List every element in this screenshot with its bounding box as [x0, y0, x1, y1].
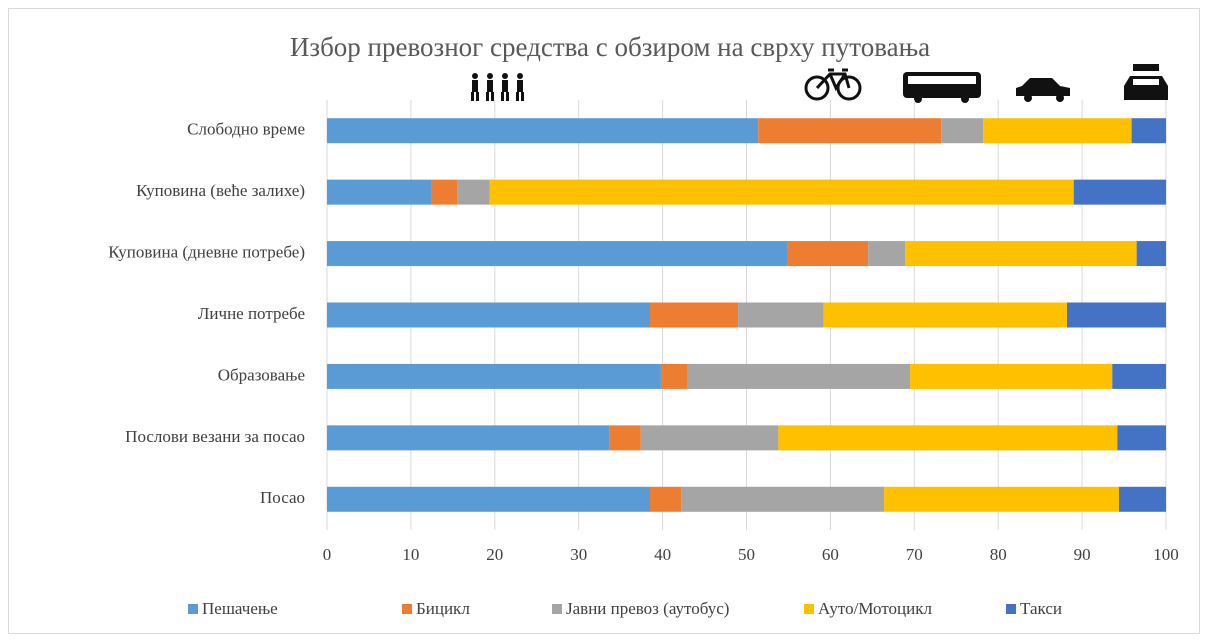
legend-label: Јавни превоз (аутобус): [566, 599, 729, 618]
bar-segment: [868, 241, 906, 267]
x-tick-label: 100: [1153, 545, 1179, 564]
y-tick-label: Куповина (дневне потребе): [108, 242, 305, 261]
bar-segment: [650, 302, 739, 328]
legend-swatch: [804, 604, 814, 614]
bar-segment: [327, 363, 661, 389]
bar-segment: [431, 179, 458, 205]
legend-swatch: [552, 604, 562, 614]
bar-segment: [823, 302, 1067, 328]
x-tick-label: 20: [486, 545, 503, 564]
bar-segment: [787, 241, 869, 267]
bar-segment: [1112, 363, 1166, 389]
bar-segment: [1066, 302, 1166, 328]
bar-segment: [457, 179, 490, 205]
bar-segment: [660, 363, 688, 389]
x-tick-label: 60: [822, 545, 839, 564]
bus-icon: [903, 72, 981, 103]
bar-segment: [910, 363, 1113, 389]
y-tick-label: Послови везани за посао: [125, 427, 305, 446]
bar-segment: [650, 486, 682, 512]
bar-segment: [609, 425, 641, 451]
bar-segment: [640, 425, 779, 451]
bar-segment: [983, 118, 1132, 144]
y-tick-label: Личне потребе: [198, 304, 305, 323]
x-tick-label: 0: [323, 545, 332, 564]
bar-segment: [327, 179, 432, 205]
x-tick-label: 40: [654, 545, 671, 564]
walkers-icon: [471, 73, 524, 101]
x-tick-label: 10: [402, 545, 419, 564]
taxi-icon: [1124, 64, 1168, 100]
bar-segment: [1136, 241, 1166, 267]
bar-segment: [327, 118, 759, 144]
bar-segment: [758, 118, 942, 144]
bar-segment: [941, 118, 984, 144]
bar-segment: [905, 241, 1137, 267]
legend-label: Ауто/Мотоцикл: [818, 599, 932, 618]
legend-swatch: [402, 604, 412, 614]
x-tick-label: 30: [570, 545, 587, 564]
car-icon: [1016, 78, 1070, 102]
bar-segment: [1131, 118, 1166, 144]
x-tick-label: 90: [1074, 545, 1091, 564]
bar-segment: [1119, 486, 1166, 512]
x-tick-label: 80: [990, 545, 1007, 564]
bar-segment: [687, 363, 911, 389]
bar-segment: [327, 302, 651, 328]
x-tick-label: 70: [906, 545, 923, 564]
legend-label: Такси: [1020, 599, 1062, 618]
bar-segment: [738, 302, 824, 328]
bar-segment: [327, 241, 788, 267]
legend-label: Пешачење: [202, 599, 278, 618]
legend-swatch: [188, 604, 198, 614]
y-tick-label: Куповина (веће залихе): [136, 181, 305, 200]
bar-segment: [1117, 425, 1166, 451]
y-tick-label: Посао: [260, 488, 305, 507]
y-tick-label: Слободно време: [187, 120, 305, 139]
chart-title: Избор превозног средства с обзиром на св…: [290, 32, 930, 62]
bar-segment: [778, 425, 1118, 451]
bar-segment: [327, 486, 651, 512]
y-tick-label: Образовање: [218, 365, 305, 384]
bar-segment: [327, 425, 610, 451]
x-tick-label: 50: [738, 545, 755, 564]
bicycle-icon: [804, 68, 862, 101]
bar-segment: [884, 486, 1120, 512]
bar-segment: [681, 486, 885, 512]
bar-segment: [489, 179, 1074, 205]
legend-swatch: [1006, 604, 1016, 614]
legend-label: Бицикл: [416, 599, 470, 618]
bar-segment: [1073, 179, 1166, 205]
